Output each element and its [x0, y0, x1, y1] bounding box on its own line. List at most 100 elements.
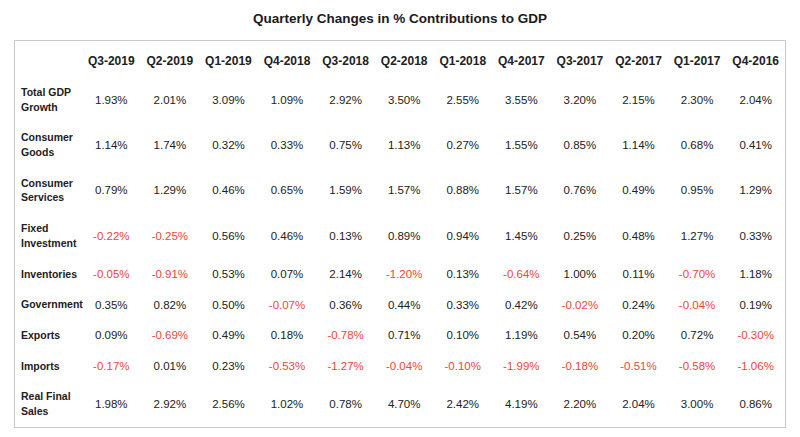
row-label: Inventories [15, 259, 82, 290]
value-cell: 0.07% [258, 259, 317, 290]
column-header: Q1-2018 [433, 41, 492, 77]
table-row: Government0.35%0.82%0.50%-0.07%0.36%0.44… [15, 289, 785, 320]
table-row: Real Final Sales1.98%2.92%2.56%1.02%0.78… [15, 381, 785, 426]
value-cell: 0.82% [141, 289, 200, 320]
value-cell: 1.74% [141, 122, 200, 167]
value-cell: 3.50% [375, 77, 434, 122]
value-cell: 0.86% [726, 381, 785, 426]
value-cell: 0.53% [199, 259, 258, 290]
value-cell: 1.09% [258, 77, 317, 122]
value-cell: 0.56% [199, 213, 258, 258]
value-cell: 0.18% [258, 320, 317, 351]
value-cell: -0.17% [82, 351, 141, 382]
value-cell: 1.00% [551, 259, 610, 290]
value-cell: 0.13% [433, 259, 492, 290]
value-cell: 2.42% [433, 381, 492, 426]
value-cell: 0.36% [316, 289, 375, 320]
value-cell: 0.94% [433, 213, 492, 258]
value-cell: -0.58% [668, 351, 727, 382]
value-cell: 0.20% [609, 320, 668, 351]
value-cell: 2.04% [609, 381, 668, 426]
value-cell: 0.33% [258, 122, 317, 167]
value-cell: 0.72% [668, 320, 727, 351]
column-header: Q4-2016 [726, 41, 785, 77]
value-cell: 3.20% [551, 77, 610, 122]
value-cell: 0.78% [316, 381, 375, 426]
corner-cell [15, 41, 82, 77]
value-cell: 4.19% [492, 381, 551, 426]
value-cell: -0.22% [82, 213, 141, 258]
table-row: Consumer Services0.79%1.29%0.46%0.65%1.5… [15, 168, 785, 213]
table-row: Consumer Goods1.14%1.74%0.32%0.33%0.75%1… [15, 122, 785, 167]
column-header: Q3-2018 [316, 41, 375, 77]
value-cell: 0.27% [433, 122, 492, 167]
value-cell: 0.68% [668, 122, 727, 167]
table-row: Imports-0.17%0.01%0.23%-0.53%-1.27%-0.04… [15, 351, 785, 382]
value-cell: 0.13% [316, 213, 375, 258]
value-cell: -0.91% [141, 259, 200, 290]
table-row: Total GDP Growth1.93%2.01%3.09%1.09%2.92… [15, 77, 785, 122]
value-cell: -0.18% [551, 351, 610, 382]
value-cell: 2.92% [316, 77, 375, 122]
row-label: Real Final Sales [15, 381, 82, 426]
value-cell: 2.01% [141, 77, 200, 122]
value-cell: 0.33% [726, 213, 785, 258]
value-cell: -0.04% [375, 351, 434, 382]
table-body: Total GDP Growth1.93%2.01%3.09%1.09%2.92… [15, 77, 785, 427]
table-row: Exports0.09%-0.69%0.49%0.18%-0.78%0.71%0… [15, 320, 785, 351]
value-cell: 1.29% [726, 168, 785, 213]
value-cell: 0.88% [433, 168, 492, 213]
row-label: Imports [15, 351, 82, 382]
value-cell: 0.85% [551, 122, 610, 167]
value-cell: -0.30% [726, 320, 785, 351]
value-cell: 0.10% [433, 320, 492, 351]
value-cell: 2.92% [141, 381, 200, 426]
value-cell: -0.70% [668, 259, 727, 290]
value-cell: 1.55% [492, 122, 551, 167]
value-cell: 1.02% [258, 381, 317, 426]
value-cell: 2.04% [726, 77, 785, 122]
value-cell: 0.23% [199, 351, 258, 382]
value-cell: 1.27% [668, 213, 727, 258]
value-cell: 0.50% [199, 289, 258, 320]
value-cell: 2.55% [433, 77, 492, 122]
value-cell: -0.25% [141, 213, 200, 258]
column-header: Q1-2017 [668, 41, 727, 77]
value-cell: 0.71% [375, 320, 434, 351]
value-cell: 0.25% [551, 213, 610, 258]
value-cell: 0.11% [609, 259, 668, 290]
value-cell: 1.14% [609, 122, 668, 167]
value-cell: 2.15% [609, 77, 668, 122]
value-cell: 0.33% [433, 289, 492, 320]
value-cell: 2.30% [668, 77, 727, 122]
value-cell: 0.46% [199, 168, 258, 213]
row-label: Fixed Investment [15, 213, 82, 258]
page-title: Quarterly Changes in % Contributions to … [0, 0, 800, 35]
value-cell: 1.57% [375, 168, 434, 213]
value-cell: 1.98% [82, 381, 141, 426]
value-cell: 1.13% [375, 122, 434, 167]
value-cell: -1.99% [492, 351, 551, 382]
value-cell: -0.10% [433, 351, 492, 382]
value-cell: 0.42% [492, 289, 551, 320]
column-header: Q4-2018 [258, 41, 317, 77]
value-cell: 2.20% [551, 381, 610, 426]
value-cell: -0.53% [258, 351, 317, 382]
value-cell: 2.56% [199, 381, 258, 426]
value-cell: 0.46% [258, 213, 317, 258]
value-cell: -0.07% [258, 289, 317, 320]
value-cell: 3.09% [199, 77, 258, 122]
value-cell: -0.05% [82, 259, 141, 290]
value-cell: -0.78% [316, 320, 375, 351]
value-cell: -1.20% [375, 259, 434, 290]
value-cell: 0.89% [375, 213, 434, 258]
value-cell: 0.48% [609, 213, 668, 258]
table-row: Inventories-0.05%-0.91%0.53%0.07%2.14%-1… [15, 259, 785, 290]
value-cell: 0.49% [199, 320, 258, 351]
value-cell: 0.09% [82, 320, 141, 351]
value-cell: -1.06% [726, 351, 785, 382]
value-cell: -1.27% [316, 351, 375, 382]
row-label: Exports [15, 320, 82, 351]
value-cell: 0.76% [551, 168, 610, 213]
value-cell: -0.69% [141, 320, 200, 351]
